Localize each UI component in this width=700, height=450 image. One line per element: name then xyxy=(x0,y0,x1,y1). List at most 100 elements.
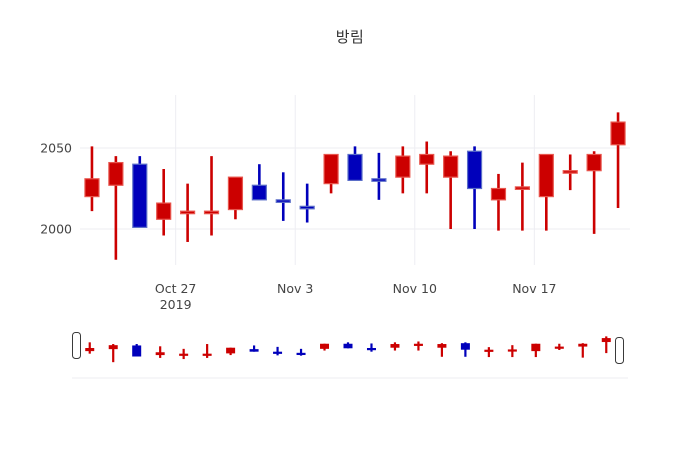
candle-body xyxy=(227,176,244,211)
candle-body xyxy=(251,184,267,201)
candle-body xyxy=(203,210,220,215)
candle-body xyxy=(85,348,95,352)
candle-body xyxy=(419,153,435,165)
candle[interactable] xyxy=(395,146,411,194)
candle-body xyxy=(108,161,124,186)
candle[interactable] xyxy=(323,153,339,194)
candle[interactable] xyxy=(413,341,423,351)
y-axis-labels: 2050 2000 xyxy=(40,141,72,237)
candle[interactable] xyxy=(443,151,459,229)
candle[interactable] xyxy=(466,146,483,229)
candle[interactable] xyxy=(347,146,363,181)
candle-body xyxy=(299,205,315,210)
candle[interactable] xyxy=(343,342,353,349)
candle[interactable] xyxy=(586,151,602,234)
candle[interactable] xyxy=(490,173,507,231)
range-end-handle[interactable] xyxy=(615,337,624,364)
x-axis-tick-label: Nov 10 xyxy=(393,281,437,296)
candle-body xyxy=(443,155,459,178)
candle[interactable] xyxy=(538,153,554,231)
candle[interactable] xyxy=(601,336,611,354)
candle-body xyxy=(371,178,387,182)
candle[interactable] xyxy=(249,345,259,352)
candle[interactable] xyxy=(514,162,530,231)
candle[interactable] xyxy=(275,172,291,221)
candle[interactable] xyxy=(371,152,387,200)
candle[interactable] xyxy=(273,346,283,356)
candle-body xyxy=(347,153,363,181)
candle-body xyxy=(578,343,588,347)
candle[interactable] xyxy=(366,343,376,352)
candle-body xyxy=(202,353,212,356)
candle[interactable] xyxy=(299,183,315,223)
candle-body xyxy=(514,186,530,190)
page-title: 방림 xyxy=(335,28,365,46)
candle-body xyxy=(275,199,291,203)
candle[interactable] xyxy=(202,344,212,358)
candle-body xyxy=(490,187,507,201)
candle-body xyxy=(507,349,517,352)
candle[interactable] xyxy=(507,345,517,358)
range-start-handle[interactable] xyxy=(72,332,81,359)
candle[interactable] xyxy=(155,346,165,358)
candle-series-overview[interactable] xyxy=(85,336,611,363)
x-axis-tick-sublabel: 2019 xyxy=(160,297,192,312)
candle-body xyxy=(586,153,602,172)
y-axis-tick-label: 2000 xyxy=(40,222,72,237)
candle[interactable] xyxy=(437,343,447,357)
candle-body xyxy=(601,338,611,343)
candle[interactable] xyxy=(85,342,95,354)
candle-body xyxy=(413,343,423,346)
candle[interactable] xyxy=(296,348,306,356)
candle-body xyxy=(366,348,376,351)
candle[interactable] xyxy=(531,343,541,358)
candle[interactable] xyxy=(554,343,564,350)
candle[interactable] xyxy=(226,347,236,356)
candle-body xyxy=(226,347,236,354)
candle-body xyxy=(437,344,447,348)
candle[interactable] xyxy=(108,344,118,363)
candle-body xyxy=(390,344,400,348)
gridlines xyxy=(72,95,630,379)
candle-body xyxy=(155,352,165,356)
candle[interactable] xyxy=(562,154,578,191)
candle[interactable] xyxy=(180,183,196,242)
candle-body xyxy=(538,153,554,198)
candle-body xyxy=(320,343,330,349)
candle-body xyxy=(484,349,494,352)
candle-body xyxy=(179,353,189,356)
candle[interactable] xyxy=(108,156,124,260)
candle-body xyxy=(460,343,470,350)
candle-body xyxy=(273,351,283,354)
candle[interactable] xyxy=(390,342,400,351)
candle-body xyxy=(296,352,306,356)
candle-body xyxy=(180,210,196,215)
candle[interactable] xyxy=(251,164,267,201)
candle-body xyxy=(554,346,564,349)
candle[interactable] xyxy=(460,342,470,357)
candle[interactable] xyxy=(227,176,244,220)
candle-body xyxy=(395,155,411,178)
candle-body xyxy=(466,150,483,190)
candle-body xyxy=(562,170,578,174)
candle[interactable] xyxy=(320,343,330,351)
x-axis-tick-label: Oct 27 xyxy=(155,281,197,296)
candle[interactable] xyxy=(419,141,435,194)
candle[interactable] xyxy=(156,169,172,236)
candle[interactable] xyxy=(610,112,626,208)
x-axis-tick-label: Nov 17 xyxy=(512,281,556,296)
candle-body xyxy=(323,153,339,185)
candle[interactable] xyxy=(132,344,142,357)
y-axis-tick-label: 2050 xyxy=(40,141,72,156)
rangeslider[interactable] xyxy=(72,332,624,364)
candle-body xyxy=(84,178,100,198)
candle[interactable] xyxy=(203,156,220,236)
candle[interactable] xyxy=(84,146,100,212)
candle[interactable] xyxy=(578,343,588,358)
candle-series-main[interactable] xyxy=(84,112,626,260)
candle[interactable] xyxy=(484,347,494,358)
candle[interactable] xyxy=(179,348,189,360)
candle[interactable] xyxy=(132,156,148,228)
